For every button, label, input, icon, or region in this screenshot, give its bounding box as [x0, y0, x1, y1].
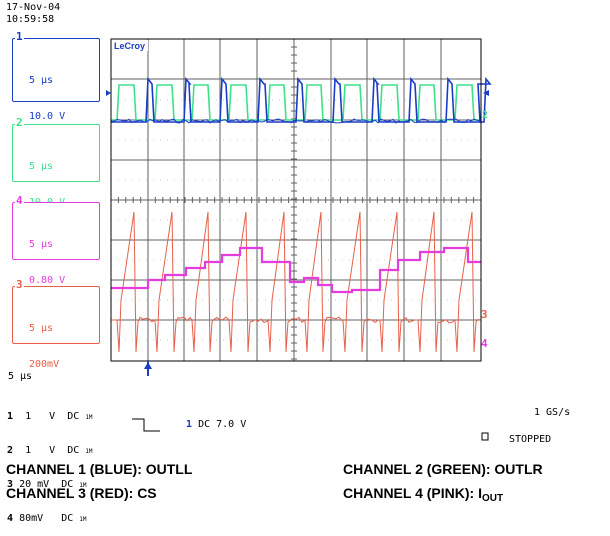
coupling-row-2: 2 1 V DC 1M: [7, 445, 93, 456]
brand-bg: [112, 40, 148, 51]
channel-1-number: 1: [15, 30, 24, 43]
coupling-row-4: 4 80mV DC 1M: [7, 513, 87, 524]
channel-1-box[interactable]: 1 5 μs 10.0 V: [12, 30, 100, 122]
ch3-trace: [111, 211, 482, 353]
scope-display: LeCroy 2 3 4: [106, 38, 492, 441]
channel-3-number: 3: [15, 278, 24, 291]
timebase-label: 5 μs: [8, 371, 33, 382]
caption-channel-2: CHANNEL 2 (GREEN): OUTLR: [343, 461, 543, 477]
brand-logo: LeCroy: [114, 41, 145, 51]
acquisition-status: STOPPED: [509, 434, 552, 445]
ch1-level-marker-right: [483, 90, 489, 96]
channel-4-voltdiv: 0.80 V: [29, 275, 66, 286]
ch3-trace-label: 3: [481, 308, 488, 321]
screen-frame: [110, 38, 482, 362]
scope-traces: [110, 76, 492, 353]
trigger-arrow-head: [144, 362, 152, 369]
coupling-row-3: 3 20 mV DC 1M: [7, 479, 87, 490]
capture-time: 10:59:58: [6, 14, 55, 25]
channel-1-voltdiv: 10.0 V: [29, 111, 66, 122]
channel-4-timediv: 5 μs: [29, 239, 54, 250]
scope-grid: [110, 38, 482, 362]
channel-4-number: 4: [15, 194, 24, 207]
caption-channel-4-subscript: OUT: [481, 493, 504, 504]
ch1-level-marker-left: [106, 90, 111, 96]
trigger-readout: 1 DC 7.0 V: [186, 419, 247, 430]
caption-channel-3: CHANNEL 3 (RED): CS: [6, 485, 157, 501]
capture-date: 17-Nov-04: [6, 2, 61, 13]
channel-3-timediv: 5 μs: [29, 323, 54, 334]
trigger-edge-icon: [132, 418, 160, 432]
caption-channel-4: CHANNEL 4 (PINK): IOUT: [343, 485, 504, 504]
sample-rate: 1 GS/s: [534, 407, 571, 418]
ch4-trace-label: 4: [481, 337, 488, 350]
ch1-noise: [110, 118, 481, 124]
channel-2-timediv: 5 μs: [29, 161, 54, 172]
channel-1-timediv: 5 μs: [29, 75, 54, 86]
ch4-trace: [111, 246, 481, 294]
channel-4-box[interactable]: 4 5 μs 0.80 V: [12, 194, 100, 286]
channel-2-number: 2: [15, 116, 24, 129]
channel-3-voltdiv: 200mV: [29, 359, 60, 370]
caption-channel-1: CHANNEL 1 (BLUE): OUTLL: [6, 461, 193, 477]
coupling-row-1: 1 1 V DC 1M: [7, 411, 93, 422]
status-box-icon: [481, 432, 489, 441]
channel-3-box[interactable]: 3 5 μs 200mV: [12, 278, 100, 370]
ch2-trace-label: 2: [482, 110, 488, 121]
